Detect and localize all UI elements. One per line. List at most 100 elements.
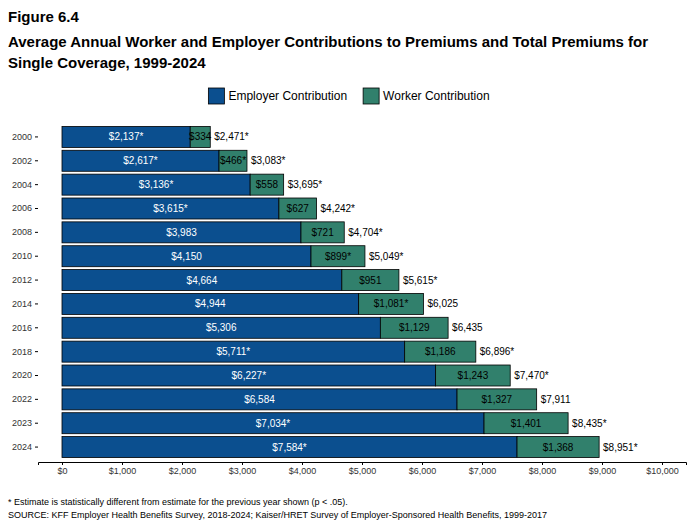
data-label: $1,368 bbox=[543, 442, 574, 453]
tick-mark bbox=[182, 462, 183, 465]
total-label: $7,911 bbox=[541, 394, 571, 405]
tick: $6,000 bbox=[409, 462, 437, 476]
legend-swatch bbox=[363, 88, 379, 104]
tick-label: 2022 bbox=[12, 394, 32, 404]
tick-label: $5,000 bbox=[349, 466, 377, 476]
bar bbox=[62, 246, 311, 267]
tick: 2006 bbox=[12, 203, 38, 213]
axis-line bbox=[39, 463, 687, 466]
tick: 2018 bbox=[12, 347, 38, 357]
data-label: $334 bbox=[189, 131, 212, 142]
tick-mark bbox=[302, 462, 303, 465]
bar bbox=[62, 222, 301, 243]
data-label: $466* bbox=[220, 155, 246, 166]
tick-label: $0 bbox=[57, 466, 67, 476]
tick-mark bbox=[35, 375, 38, 376]
data-label: $5,306 bbox=[206, 322, 237, 333]
tick-mark bbox=[35, 303, 38, 304]
bar bbox=[301, 222, 344, 243]
tick-mark bbox=[35, 351, 38, 352]
total-label: $6,025 bbox=[428, 298, 459, 309]
data-label: $1,327 bbox=[482, 394, 513, 405]
total-label: $6,435 bbox=[452, 322, 483, 333]
chart: Figure 6.4Average Annual Worker and Empl… bbox=[0, 0, 698, 525]
bars bbox=[62, 126, 599, 457]
data-label: $1,186 bbox=[425, 346, 456, 357]
tick-label: $1,000 bbox=[109, 466, 137, 476]
tick: 2002 bbox=[12, 156, 38, 166]
bar bbox=[62, 293, 359, 314]
tick: $5,000 bbox=[349, 462, 377, 476]
data-label: $6,227* bbox=[232, 370, 267, 381]
data-label: $7,034* bbox=[256, 418, 291, 429]
x-axis: $0 $1,000 $2,000 $3,000 $4,000 $5,000 $6,000 $7… bbox=[39, 462, 687, 476]
tick-mark bbox=[35, 423, 38, 424]
bar bbox=[380, 317, 448, 338]
legend-item: Employer Contribution bbox=[208, 88, 347, 104]
bar bbox=[62, 317, 380, 338]
tick-label: 2004 bbox=[12, 180, 32, 190]
note: * Estimate is statistically different fr… bbox=[8, 497, 348, 507]
tick-mark bbox=[35, 232, 38, 233]
note: SOURCE: KFF Employer Health Benefits Sur… bbox=[8, 510, 547, 520]
tick-label: 2016 bbox=[12, 323, 32, 333]
tick: $7,000 bbox=[469, 462, 497, 476]
tick-label: $10,000 bbox=[646, 466, 679, 476]
tick-mark bbox=[35, 136, 38, 137]
total-label: $3,083* bbox=[251, 155, 286, 166]
legend-swatch bbox=[208, 88, 224, 104]
data-labels: $2,137*$2,617*$3,136*$3,615*$3,983$4,150… bbox=[109, 131, 638, 452]
tick-label: 2002 bbox=[12, 156, 32, 166]
legend: Employer ContributionWorker Contribution bbox=[208, 88, 489, 104]
data-label: $4,944 bbox=[195, 298, 226, 309]
tick: $1,000 bbox=[109, 462, 137, 476]
tick-mark bbox=[122, 462, 123, 465]
tick: $0 bbox=[57, 462, 67, 476]
tick-mark bbox=[35, 160, 38, 161]
data-label: $6,584 bbox=[244, 394, 275, 405]
tick-mark bbox=[62, 462, 63, 465]
data-label: $4,664 bbox=[187, 275, 218, 286]
bar bbox=[62, 150, 219, 171]
tick-mark bbox=[542, 462, 543, 465]
bar bbox=[457, 389, 537, 410]
data-label: $4,150 bbox=[171, 251, 202, 262]
bar bbox=[62, 389, 457, 410]
bar bbox=[62, 270, 342, 291]
tick-label: 2020 bbox=[12, 370, 32, 380]
tick: 2020 bbox=[12, 370, 38, 380]
tick-label: $3,000 bbox=[229, 466, 257, 476]
tick: 2022 bbox=[12, 394, 38, 404]
tick: 2016 bbox=[12, 323, 38, 333]
tick-mark bbox=[35, 280, 38, 281]
bar bbox=[279, 198, 317, 219]
data-label: $627 bbox=[287, 203, 310, 214]
y-axis: 2000200220042006200820102012201420162018… bbox=[12, 126, 39, 460]
total-label: $2,471* bbox=[214, 131, 249, 142]
tick-mark bbox=[242, 462, 243, 465]
tick-label: $2,000 bbox=[169, 466, 197, 476]
tick-mark bbox=[482, 462, 483, 465]
total-label: $5,049* bbox=[369, 251, 404, 262]
bar bbox=[405, 341, 476, 362]
data-label: $1,081* bbox=[374, 298, 409, 309]
total-label: $4,242* bbox=[321, 203, 356, 214]
total-label: $8,951* bbox=[603, 442, 638, 453]
bar bbox=[517, 437, 599, 458]
tick-mark bbox=[35, 447, 38, 448]
data-label: $7,584* bbox=[272, 442, 307, 453]
tick-label: $9,000 bbox=[589, 466, 617, 476]
tick-mark bbox=[362, 462, 363, 465]
total-label: $3,695* bbox=[288, 179, 323, 190]
tick: $9,000 bbox=[589, 462, 617, 476]
tick-label: 2018 bbox=[12, 347, 32, 357]
data-label: $558 bbox=[256, 179, 279, 190]
tick-label: 2023 bbox=[12, 418, 32, 428]
tick-label: $6,000 bbox=[409, 466, 437, 476]
data-label: $951 bbox=[359, 275, 382, 286]
tick-label: $4,000 bbox=[289, 466, 317, 476]
data-label: $1,401 bbox=[511, 418, 542, 429]
tick-label: $7,000 bbox=[469, 466, 497, 476]
tick: 2010 bbox=[12, 251, 38, 261]
bar bbox=[62, 413, 484, 434]
